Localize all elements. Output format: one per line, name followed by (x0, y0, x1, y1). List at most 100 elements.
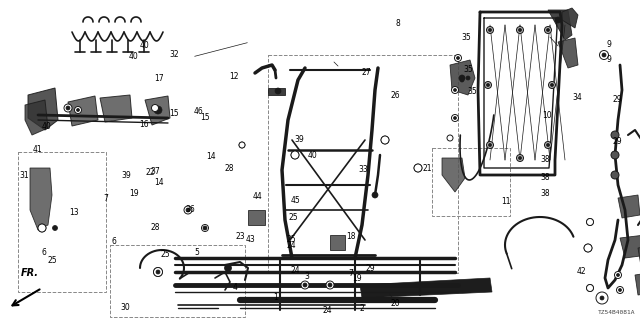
Circle shape (616, 274, 620, 276)
Circle shape (447, 135, 453, 141)
Circle shape (486, 84, 490, 86)
Polygon shape (28, 88, 58, 130)
Text: 5: 5 (195, 248, 200, 257)
Circle shape (545, 27, 552, 34)
Text: 29: 29 (612, 95, 623, 104)
Circle shape (77, 108, 79, 111)
Circle shape (186, 208, 190, 212)
Circle shape (239, 142, 245, 148)
Text: 39: 39 (294, 135, 305, 144)
Text: 41: 41 (32, 145, 42, 154)
Circle shape (584, 244, 592, 252)
Circle shape (586, 284, 593, 292)
Text: 30: 30 (120, 303, 130, 312)
Circle shape (550, 84, 554, 86)
Text: 3: 3 (305, 272, 310, 281)
Text: 25: 25 (288, 213, 298, 222)
Circle shape (454, 116, 456, 119)
Polygon shape (30, 168, 52, 230)
Circle shape (611, 131, 619, 139)
Circle shape (239, 142, 245, 148)
Polygon shape (638, 245, 640, 272)
Circle shape (381, 136, 389, 144)
Text: 24: 24 (323, 306, 333, 315)
Polygon shape (330, 235, 345, 250)
Polygon shape (635, 272, 640, 295)
Text: 43: 43 (246, 235, 256, 244)
Circle shape (66, 106, 70, 110)
Text: 9: 9 (607, 40, 612, 49)
Circle shape (301, 281, 309, 289)
Text: 6: 6 (111, 237, 116, 246)
Text: 29: 29 (612, 137, 623, 146)
Text: 10: 10 (542, 111, 552, 120)
Text: 40: 40 (307, 151, 317, 160)
Circle shape (596, 292, 608, 304)
Circle shape (611, 151, 619, 159)
Circle shape (486, 27, 493, 34)
Polygon shape (618, 195, 640, 218)
Text: 33: 33 (358, 165, 369, 174)
Polygon shape (450, 60, 475, 95)
Circle shape (611, 171, 619, 179)
Polygon shape (100, 95, 132, 122)
Circle shape (52, 226, 58, 230)
Circle shape (225, 265, 232, 271)
Circle shape (154, 268, 163, 276)
Circle shape (154, 106, 162, 114)
Circle shape (414, 164, 422, 172)
Text: 27: 27 (361, 68, 371, 77)
Circle shape (547, 143, 550, 147)
Circle shape (484, 82, 492, 89)
Text: 35: 35 (467, 87, 477, 96)
Text: 38: 38 (540, 189, 550, 198)
Text: 14: 14 (154, 178, 164, 187)
Text: 31: 31 (19, 171, 29, 180)
Text: 36: 36 (186, 205, 196, 214)
Text: 18: 18 (346, 232, 355, 241)
Text: FR.: FR. (21, 268, 39, 278)
Circle shape (451, 115, 458, 122)
Text: 46: 46 (193, 107, 204, 116)
Circle shape (328, 283, 332, 287)
Text: 29: 29 (365, 264, 375, 273)
Text: TZ54B4081A: TZ54B4081A (598, 310, 635, 315)
Circle shape (303, 283, 307, 287)
Text: 21: 21 (423, 164, 432, 172)
Text: 24: 24 (286, 241, 296, 250)
Circle shape (516, 155, 524, 162)
Text: 6: 6 (41, 248, 46, 257)
Text: 25: 25 (160, 250, 170, 259)
Circle shape (454, 54, 461, 61)
Polygon shape (268, 88, 285, 95)
Circle shape (518, 28, 522, 31)
Text: 26: 26 (390, 91, 401, 100)
Bar (110, 245, 245, 317)
Text: 2: 2 (359, 304, 364, 313)
Circle shape (548, 82, 556, 89)
Circle shape (459, 75, 465, 81)
Circle shape (152, 105, 159, 111)
Text: 40: 40 (128, 52, 138, 60)
Circle shape (586, 219, 593, 226)
Circle shape (460, 78, 464, 82)
Text: 28: 28 (225, 164, 234, 173)
Text: 22: 22 (146, 168, 155, 177)
Text: 32: 32 (169, 50, 179, 59)
Circle shape (202, 225, 209, 231)
Circle shape (547, 28, 550, 31)
Text: 20: 20 (390, 299, 401, 308)
Text: 12: 12 (229, 72, 238, 81)
Circle shape (586, 219, 593, 226)
Text: 24: 24 (291, 266, 301, 275)
Polygon shape (562, 8, 578, 28)
Bar (268, 55, 458, 273)
Circle shape (184, 206, 192, 214)
Circle shape (414, 164, 422, 172)
Circle shape (486, 141, 493, 148)
Circle shape (74, 107, 81, 114)
Text: 28: 28 (150, 223, 159, 232)
Polygon shape (548, 10, 572, 40)
Text: 16: 16 (139, 120, 149, 129)
Text: 15: 15 (169, 109, 179, 118)
